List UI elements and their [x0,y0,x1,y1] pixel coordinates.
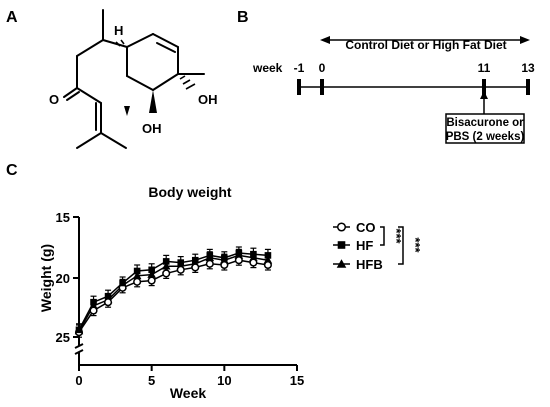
series-hf [75,246,272,334]
legend-label: HF [356,238,373,253]
series-co [74,256,272,338]
data-point [89,306,98,315]
x-axis-label: Week [170,385,207,401]
significance-bracket: *** [398,226,423,265]
stereo-hash-bond-h [115,39,125,47]
data-point [336,222,347,232]
significance-label: *** [389,228,404,244]
y-tick-label: 25 [56,330,70,345]
x-tick-label: 0 [75,373,82,388]
data-point [250,250,257,258]
y-tick-label: 20 [56,271,70,286]
data-point [147,270,156,278]
chart-series [74,246,273,338]
bisacurone-structure [63,9,205,149]
y-axis-label: Weight (g) [38,244,54,312]
data-point [133,267,141,275]
data-point [75,326,83,334]
legend-item-hf: HF [333,238,373,253]
timeline-tick-13: 13 [521,61,535,75]
data-point [205,259,214,268]
data-point [264,252,272,259]
series-line [78,252,268,331]
data-point [176,265,185,274]
treatment-line-2: PBS (2 weeks) [446,131,525,143]
data-point [132,271,142,280]
panel-a-letter: A [6,9,18,26]
data-point [191,263,200,272]
stereo-hash-bond-oh [179,75,196,90]
data-point [221,254,228,262]
timeline-tick-0: 0 [319,61,326,75]
panel-c-letter: C [6,162,18,179]
data-point [220,260,229,270]
data-point [148,266,155,274]
legend-label: HFB [356,257,383,272]
chart-legend: CO HF HFB *** *** [333,220,423,272]
data-point [104,292,112,300]
data-point [177,259,185,266]
atom-oh-1: OH [198,92,218,107]
chart-axes: 15 20 25 0 5 10 15 [56,210,305,388]
significance-label: *** [408,237,423,253]
legend-item-hfb: HFB [333,257,383,272]
panel-b-letter: B [237,9,249,26]
data-point [162,258,170,265]
data-point [336,259,347,268]
data-point [263,260,272,270]
week-label: week [252,61,283,75]
atom-h: H [114,23,123,38]
legend-label: CO [356,220,376,235]
axis-break-mark [74,343,84,349]
data-point [90,298,97,306]
data-point [162,269,171,278]
axis-break-mark [74,349,84,355]
timeline [297,36,530,144]
data-point [234,256,243,265]
data-point [147,276,156,285]
timeline-tick-minus1: -1 [294,61,305,75]
bracket-line [380,226,385,246]
atom-o: O [49,92,59,107]
x-tick-label: 5 [148,373,155,388]
bracket-line [398,226,404,265]
data-point [249,258,258,267]
data-point [119,279,126,287]
data-point [206,252,214,259]
data-point [133,277,142,286]
stereo-wedge-bond [124,106,130,116]
x-tick-label: 10 [217,373,231,388]
diet-label: Control Diet or High Fat Diet [345,38,506,52]
data-point [191,256,199,264]
significance-bracket: *** [380,226,404,246]
chart-title: Body weight [148,184,232,200]
atom-oh-2: OH [142,121,162,136]
data-point [161,261,171,270]
stereo-wedge-oh2 [149,90,157,113]
y-tick-label: 15 [56,210,70,225]
data-point [104,298,113,307]
legend-item-co: CO [333,220,376,235]
x-tick-label: 15 [290,373,304,388]
data-point [337,241,346,249]
timeline-tick-11: 11 [478,61,491,75]
data-point [235,249,243,257]
treatment-line-1: Bisacurone or [446,117,524,129]
